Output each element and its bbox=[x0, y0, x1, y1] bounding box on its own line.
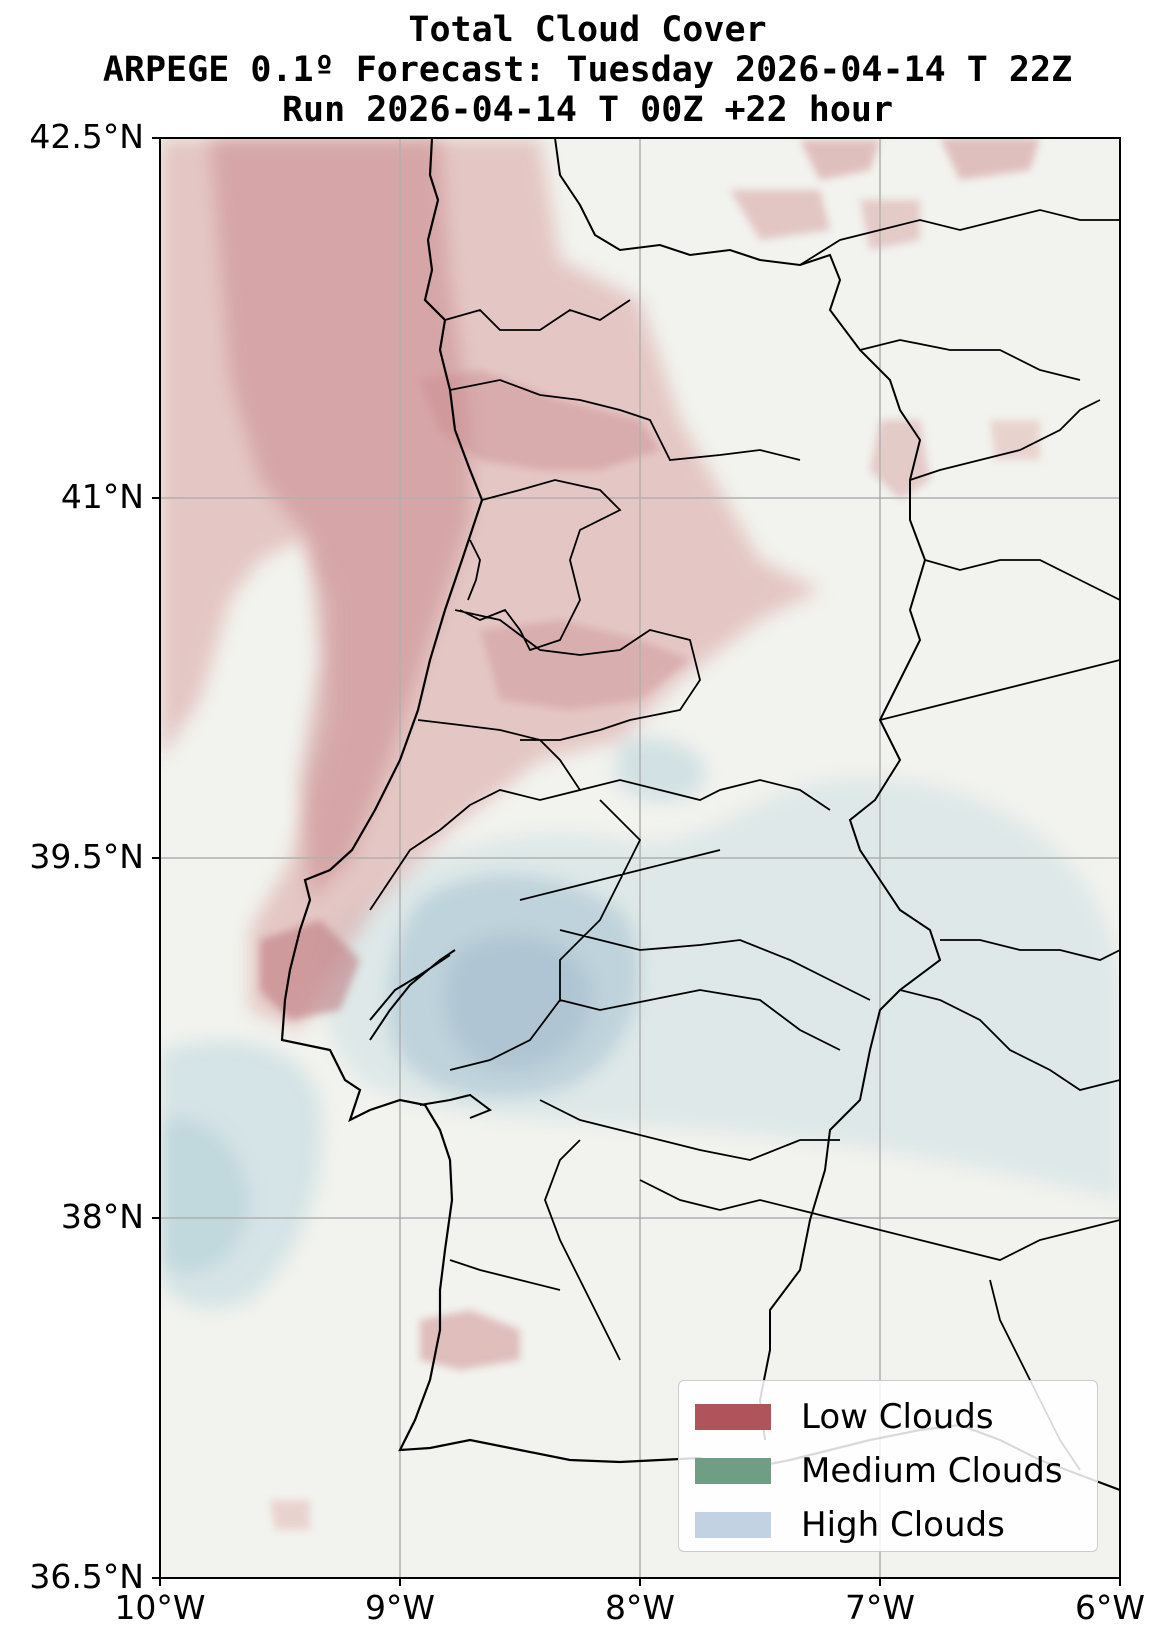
sado-estuary bbox=[419, 1093, 493, 1119]
map-title-line3: Run 2026-04-14 T 00Z +22 hour bbox=[281, 90, 894, 130]
xtick-label-10w: 10°W bbox=[114, 1588, 206, 1627]
ytick-label-39-5: 39.5°N bbox=[29, 837, 144, 876]
legend-swatch-medium bbox=[695, 1458, 771, 1484]
gridlines bbox=[160, 138, 1120, 1578]
tagus-estuary bbox=[369, 949, 456, 1041]
ytick-label-42-5: 42.5°N bbox=[29, 117, 144, 156]
legend-label-high: High Clouds bbox=[801, 1505, 1005, 1545]
legend-item-high-clouds: High Clouds bbox=[695, 1505, 1005, 1545]
ytick-label-36-5: 36.5°N bbox=[29, 1557, 144, 1596]
tick-marks bbox=[152, 137, 1121, 1586]
map-title-line2: ARPEGE 0.1º Forecast: Tuesday 2026-04-14… bbox=[102, 50, 1073, 90]
legend-swatch-low bbox=[695, 1404, 771, 1430]
legend-item-low-clouds: Low Clouds bbox=[695, 1397, 994, 1437]
legend-label-low: Low Clouds bbox=[801, 1397, 994, 1437]
legend-label-medium: Medium Clouds bbox=[801, 1451, 1063, 1491]
xtick-label-9w: 9°W bbox=[364, 1588, 436, 1627]
map-title-line1: Total Cloud Cover bbox=[408, 10, 767, 50]
ytick-label-41: 41°N bbox=[60, 477, 144, 516]
xtick-label-7w: 7°W bbox=[844, 1588, 916, 1627]
xtick-label-8w: 8°W bbox=[604, 1588, 676, 1627]
border-lines bbox=[554, 138, 942, 1441]
legend-item-medium-clouds: Medium Clouds bbox=[695, 1451, 1063, 1491]
legend-swatch-high bbox=[695, 1512, 771, 1538]
legend: Low Clouds Medium Clouds High Clouds bbox=[678, 1380, 1098, 1552]
coastline bbox=[280, 138, 661, 1464]
xtick-label-6w: 6°W bbox=[1074, 1588, 1146, 1627]
high-cloud-layer bbox=[160, 738, 1120, 1309]
ytick-label-38: 38°N bbox=[60, 1197, 144, 1236]
low-cloud-layer bbox=[160, 138, 1040, 1530]
district-lines bbox=[369, 209, 1120, 1471]
aveiro-lagoon bbox=[467, 539, 481, 601]
